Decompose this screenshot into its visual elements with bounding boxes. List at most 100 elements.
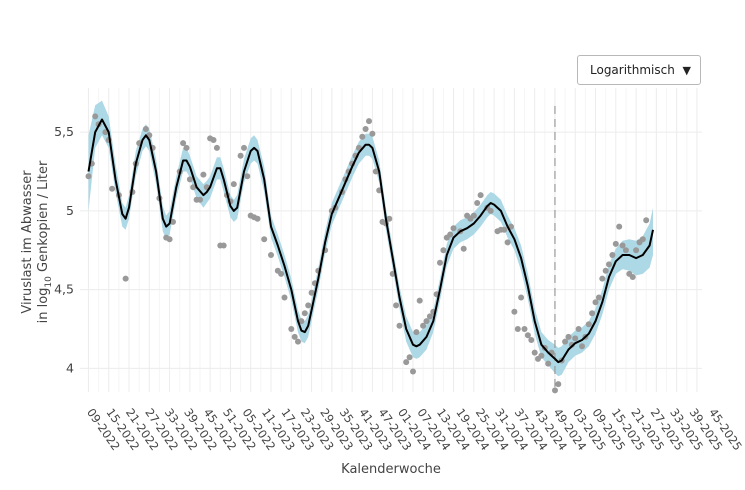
sample-point	[460, 245, 467, 252]
sample-point	[244, 173, 251, 180]
sample-point	[612, 240, 619, 247]
sample-point	[359, 133, 366, 140]
sample-point	[504, 239, 511, 246]
y-axis-title-line2: in log10 Genkopien / Liter	[36, 160, 54, 323]
sample-point	[426, 313, 433, 320]
sample-point	[170, 218, 176, 225]
scale-dropdown[interactable]: Logarithmisch ▼	[577, 55, 701, 85]
sample-point	[562, 338, 569, 345]
sample-point	[518, 294, 525, 301]
x-axis-title: Kalenderwoche	[341, 462, 441, 477]
sample-point	[416, 297, 423, 304]
sample-point	[639, 236, 646, 243]
sample-point	[281, 294, 288, 301]
y-tick-label: 5,5	[54, 124, 74, 139]
sample-point	[477, 192, 484, 199]
sample-point	[254, 215, 261, 222]
sample-point	[278, 270, 285, 277]
sample-point	[643, 217, 650, 224]
sample-point	[420, 322, 427, 329]
sample-point	[602, 267, 609, 274]
sample-point	[109, 185, 116, 192]
sample-point	[298, 318, 305, 325]
triangle-down-icon: ▼	[682, 63, 691, 77]
y-tick-label: 4	[66, 360, 74, 375]
sample-point	[521, 326, 528, 332]
sample-point	[585, 321, 592, 328]
sample-point	[437, 259, 443, 266]
sample-point	[362, 126, 369, 132]
sample-point	[511, 308, 518, 315]
sample-point	[386, 215, 393, 222]
sample-point	[565, 333, 572, 340]
sample-point	[186, 176, 193, 183]
sample-point	[230, 181, 237, 188]
sample-point	[487, 207, 494, 214]
scale-dropdown-value: Logarithmisch	[590, 63, 675, 77]
sample-point	[575, 326, 582, 332]
sample-point	[220, 242, 227, 249]
sample-point	[305, 302, 312, 309]
sample-point	[92, 113, 99, 120]
sample-point	[396, 322, 403, 329]
trend-line-path	[87, 118, 654, 364]
sample-point	[372, 168, 379, 175]
sample-point	[606, 261, 612, 268]
sample-point	[592, 299, 599, 306]
sample-point	[369, 130, 376, 137]
sample-point	[447, 231, 454, 238]
sample-point	[213, 144, 220, 151]
sample-point	[237, 152, 244, 159]
sample-point	[595, 294, 602, 301]
sample-point	[440, 247, 447, 254]
y-axis-title-line1: Viruslast im Abwasser	[20, 170, 35, 314]
sample-point	[268, 252, 274, 258]
sample-point	[470, 212, 477, 219]
sample-point	[572, 335, 579, 342]
sample-point	[183, 144, 190, 151]
sample-point	[142, 126, 149, 132]
sample-point	[555, 381, 562, 388]
sample-point	[403, 359, 410, 366]
sample-point	[288, 326, 295, 332]
sample-point	[609, 252, 616, 258]
y-tick-label: 5	[66, 203, 74, 218]
sample-point	[122, 275, 129, 282]
sample-point	[474, 200, 481, 206]
sample-point	[291, 333, 298, 340]
sample-point	[308, 289, 315, 296]
sample-point	[579, 343, 585, 350]
sample-point	[552, 387, 558, 394]
sample-point	[197, 196, 203, 203]
sample-point	[410, 368, 416, 375]
sample-point	[190, 184, 197, 191]
sample-point	[366, 118, 372, 125]
sample-point	[180, 140, 187, 147]
sample-point	[528, 337, 535, 343]
sample-point	[406, 354, 413, 361]
x-tick-labels: 09-202215-202221-202227-202233-202239-20…	[84, 406, 745, 453]
y-tick-label: 4,5	[54, 282, 74, 297]
sample-point	[450, 225, 457, 232]
trend-line	[87, 118, 654, 364]
sample-point	[413, 329, 420, 336]
sample-point	[629, 274, 636, 280]
sample-point	[200, 171, 207, 178]
sample-point	[531, 349, 538, 356]
sample-point	[301, 310, 308, 317]
sample-point	[538, 352, 545, 359]
sample-point	[599, 275, 606, 282]
sample-point	[295, 338, 301, 345]
sample-point	[210, 137, 217, 143]
sample-point	[261, 236, 268, 243]
sample-point	[622, 247, 629, 254]
sample-point	[619, 242, 626, 249]
sample-point	[166, 236, 173, 243]
sample-point	[545, 360, 552, 367]
y-tick-labels: 4 4,5 5 5,5	[54, 124, 74, 375]
sample-point	[241, 144, 247, 151]
sample-point	[423, 318, 430, 325]
sample-point	[85, 173, 92, 180]
sample-point	[514, 326, 521, 332]
